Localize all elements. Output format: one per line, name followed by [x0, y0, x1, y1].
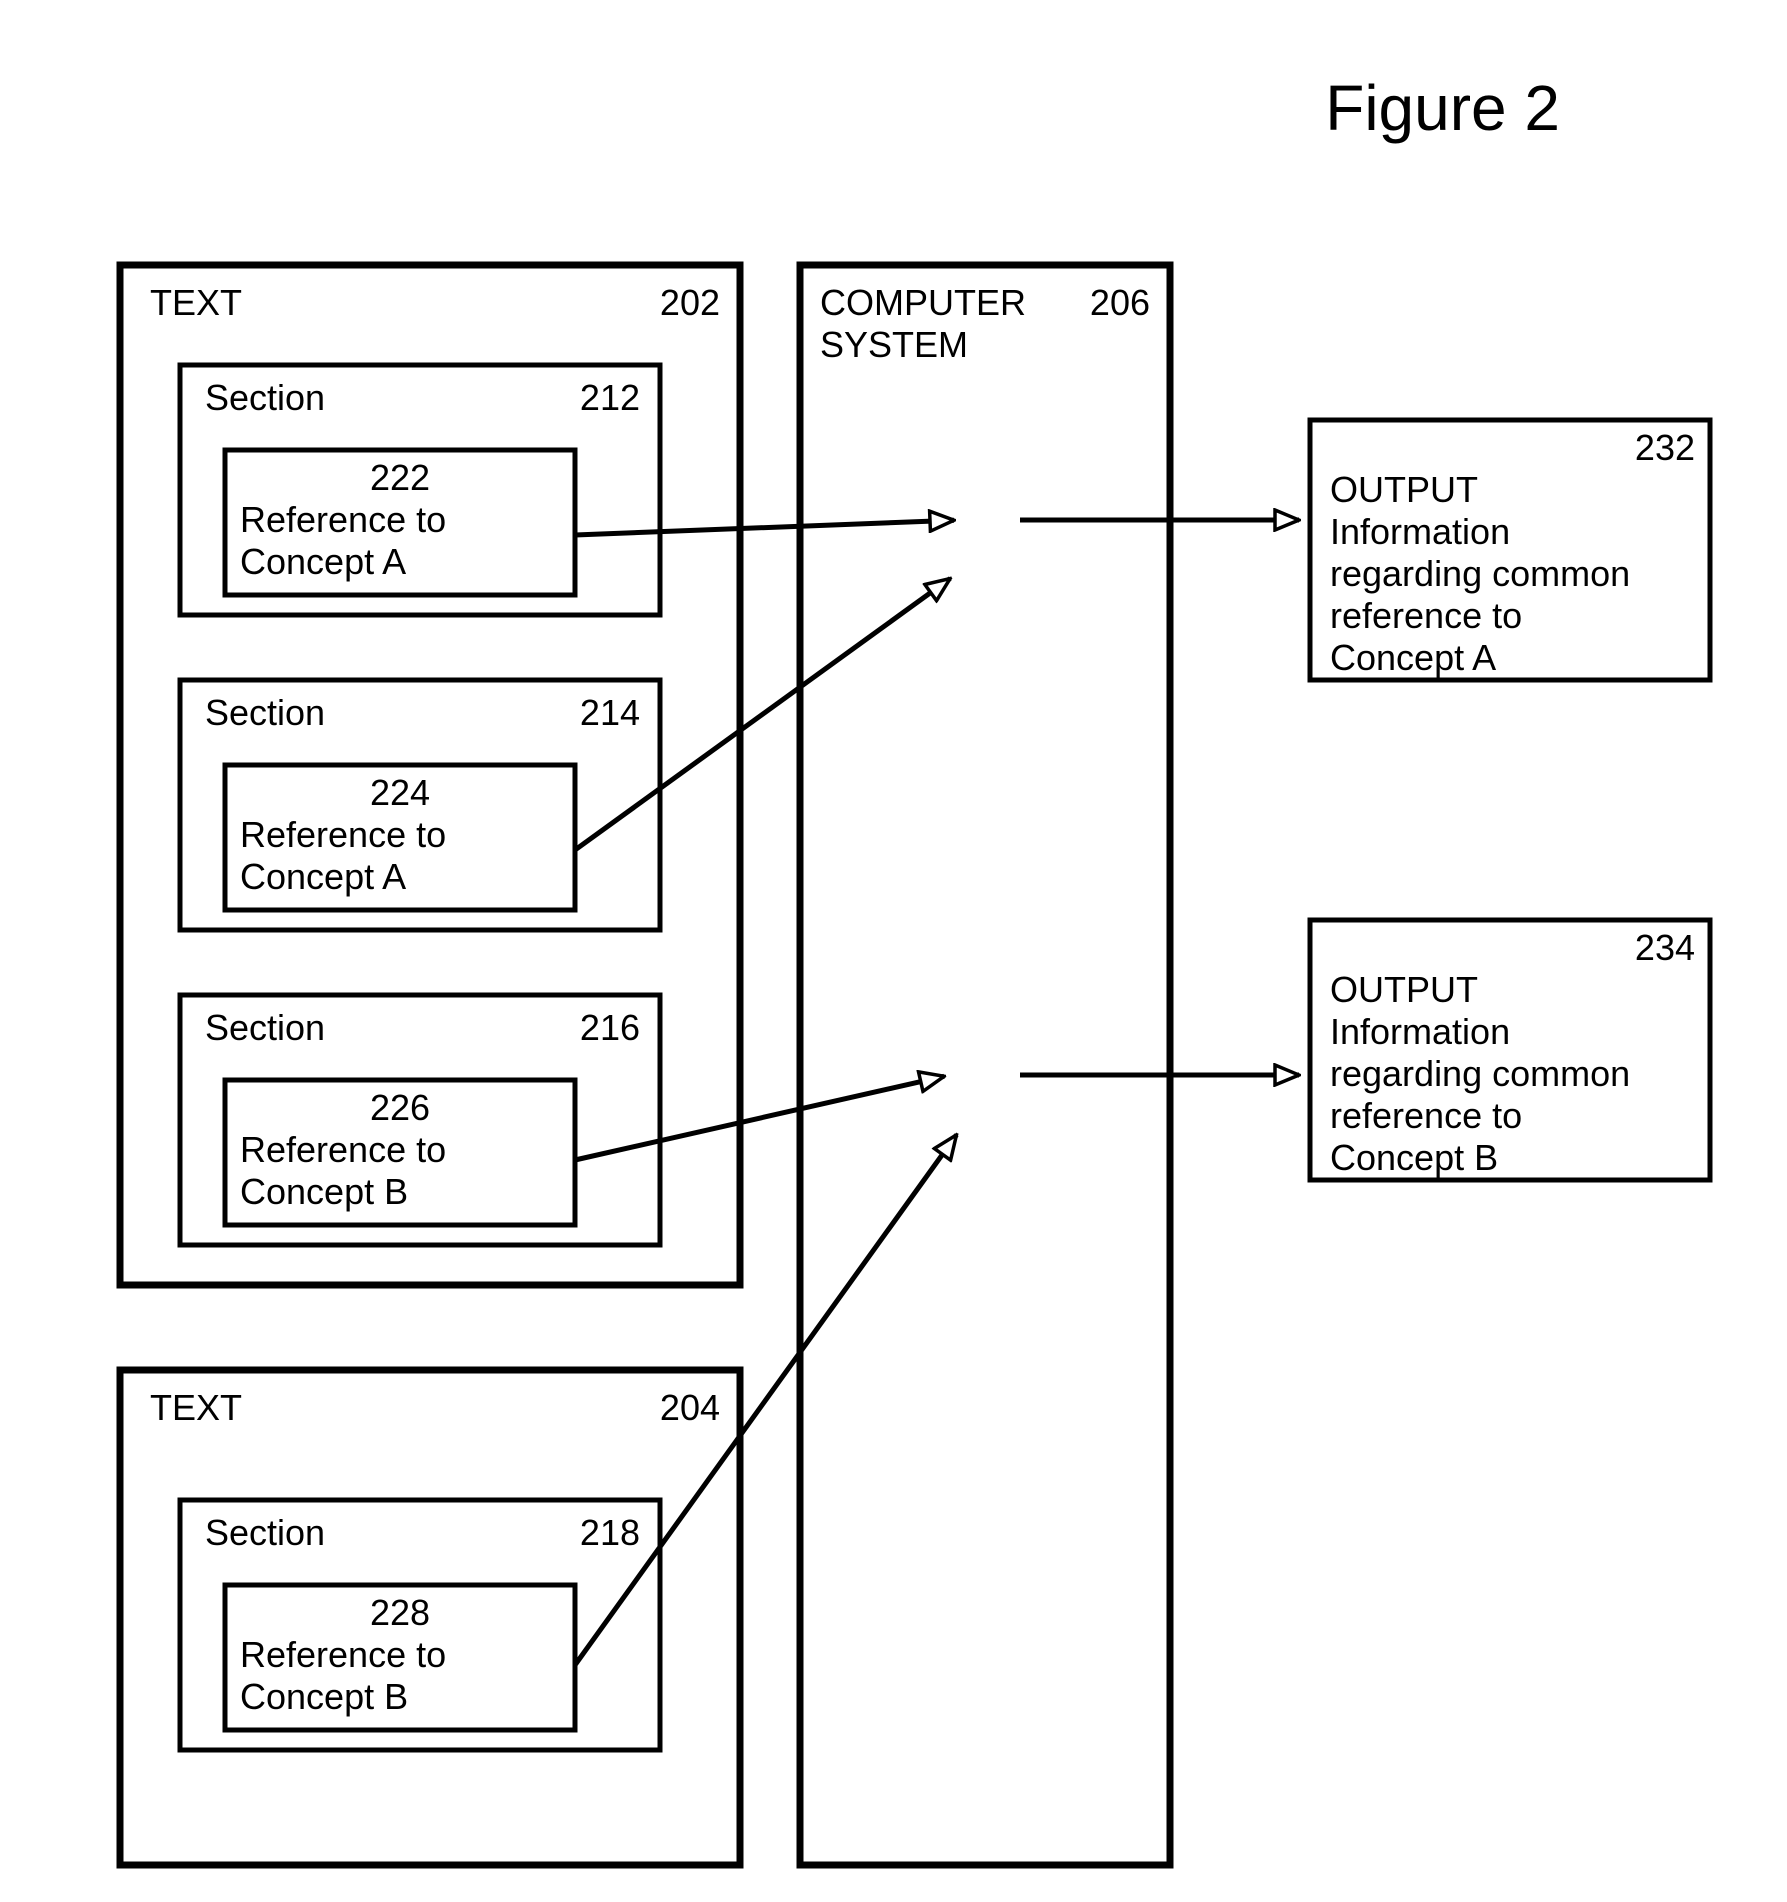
output-a-line-0: OUTPUT [1330, 469, 1478, 510]
text1-section-2-inner-ref: 226 [370, 1087, 430, 1128]
text1-section-1-label: Section [205, 692, 325, 733]
text1-section-1-ref: 214 [580, 692, 640, 733]
text2-section-0-inner-line1: Reference to [240, 1634, 446, 1675]
output-b-line-4: Concept B [1330, 1137, 1498, 1178]
text1-section-1-inner-line1: Reference to [240, 814, 446, 855]
text1-ref: 202 [660, 282, 720, 323]
computer-system-ref: 206 [1090, 282, 1150, 323]
output-a-line-2: regarding common [1330, 553, 1630, 594]
output-a-line-4: Concept A [1330, 637, 1496, 678]
output-b-ref: 234 [1635, 927, 1695, 968]
text1-section-2-inner-line1: Reference to [240, 1129, 446, 1170]
output-a-line-3: reference to [1330, 595, 1522, 636]
text2-ref: 204 [660, 1387, 720, 1428]
text2-label: TEXT [150, 1387, 242, 1428]
text2-section-0-inner-ref: 228 [370, 1592, 430, 1633]
output-b-line-2: regarding common [1330, 1053, 1630, 1094]
text1-section-0-inner-ref: 222 [370, 457, 430, 498]
text1-section-0-inner-line1: Reference to [240, 499, 446, 540]
text1-section-0-ref: 212 [580, 377, 640, 418]
text1-label: TEXT [150, 282, 242, 323]
text2-section-0-label: Section [205, 1512, 325, 1553]
text1-section-2-inner-line2: Concept B [240, 1171, 408, 1212]
output-a-ref: 232 [1635, 427, 1695, 468]
text2-section-0-inner-line2: Concept B [240, 1676, 408, 1717]
computer-system-label-1: COMPUTER [820, 282, 1026, 323]
figure-title: Figure 2 [1325, 72, 1560, 144]
text1-section-0-label: Section [205, 377, 325, 418]
text2-section-0-ref: 218 [580, 1512, 640, 1553]
output-b-line-3: reference to [1330, 1095, 1522, 1136]
text1-section-0-inner-line2: Concept A [240, 541, 406, 582]
computer-system-box [800, 265, 1170, 1865]
output-b-line-0: OUTPUT [1330, 969, 1478, 1010]
output-a-line-1: Information [1330, 511, 1510, 552]
text1-section-2-ref: 216 [580, 1007, 640, 1048]
text1-section-1-inner-line2: Concept A [240, 856, 406, 897]
text1-section-2-label: Section [205, 1007, 325, 1048]
computer-system-label-2: SYSTEM [820, 324, 968, 365]
text1-section-1-inner-ref: 224 [370, 772, 430, 813]
output-b-line-1: Information [1330, 1011, 1510, 1052]
